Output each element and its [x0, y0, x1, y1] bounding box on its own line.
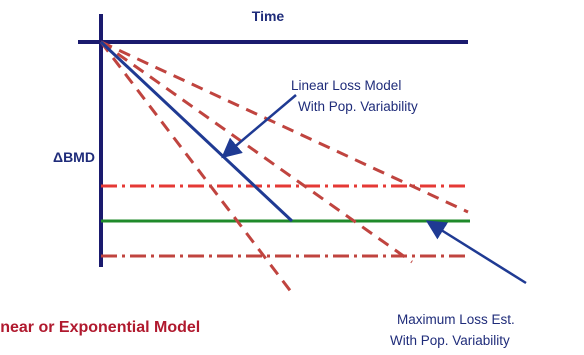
- mid-loss-line: [100, 40, 413, 264]
- steep-loss-line: [99, 41, 294, 294]
- max-loss-label-line2: With Pop. Variability: [390, 333, 510, 348]
- linear-loss-label: Linear Loss Model With Pop. Variability: [291, 78, 418, 114]
- bmd-axis-label: ΔBMD: [53, 149, 95, 165]
- linear-loss-label-line2: With Pop. Variability: [298, 99, 418, 114]
- linear-loss-arrow: [221, 94, 297, 159]
- delta-symbol: Δ: [53, 149, 63, 165]
- max-loss-label-line1: Maximum Loss Est.: [397, 312, 515, 327]
- linear-loss-label-line1: Linear Loss Model: [291, 78, 401, 93]
- bottom-caption: Linear or Exponential Model: [0, 319, 200, 336]
- max-loss-arrow: [425, 220, 527, 285]
- linear-loss-line: [99, 40, 294, 223]
- shallow-loss-line: [100, 40, 469, 214]
- max-loss-label: Maximum Loss Est. With Pop. Variability: [390, 312, 519, 348]
- bmd-text: BMD: [63, 149, 95, 165]
- time-axis-label: Time: [252, 8, 285, 24]
